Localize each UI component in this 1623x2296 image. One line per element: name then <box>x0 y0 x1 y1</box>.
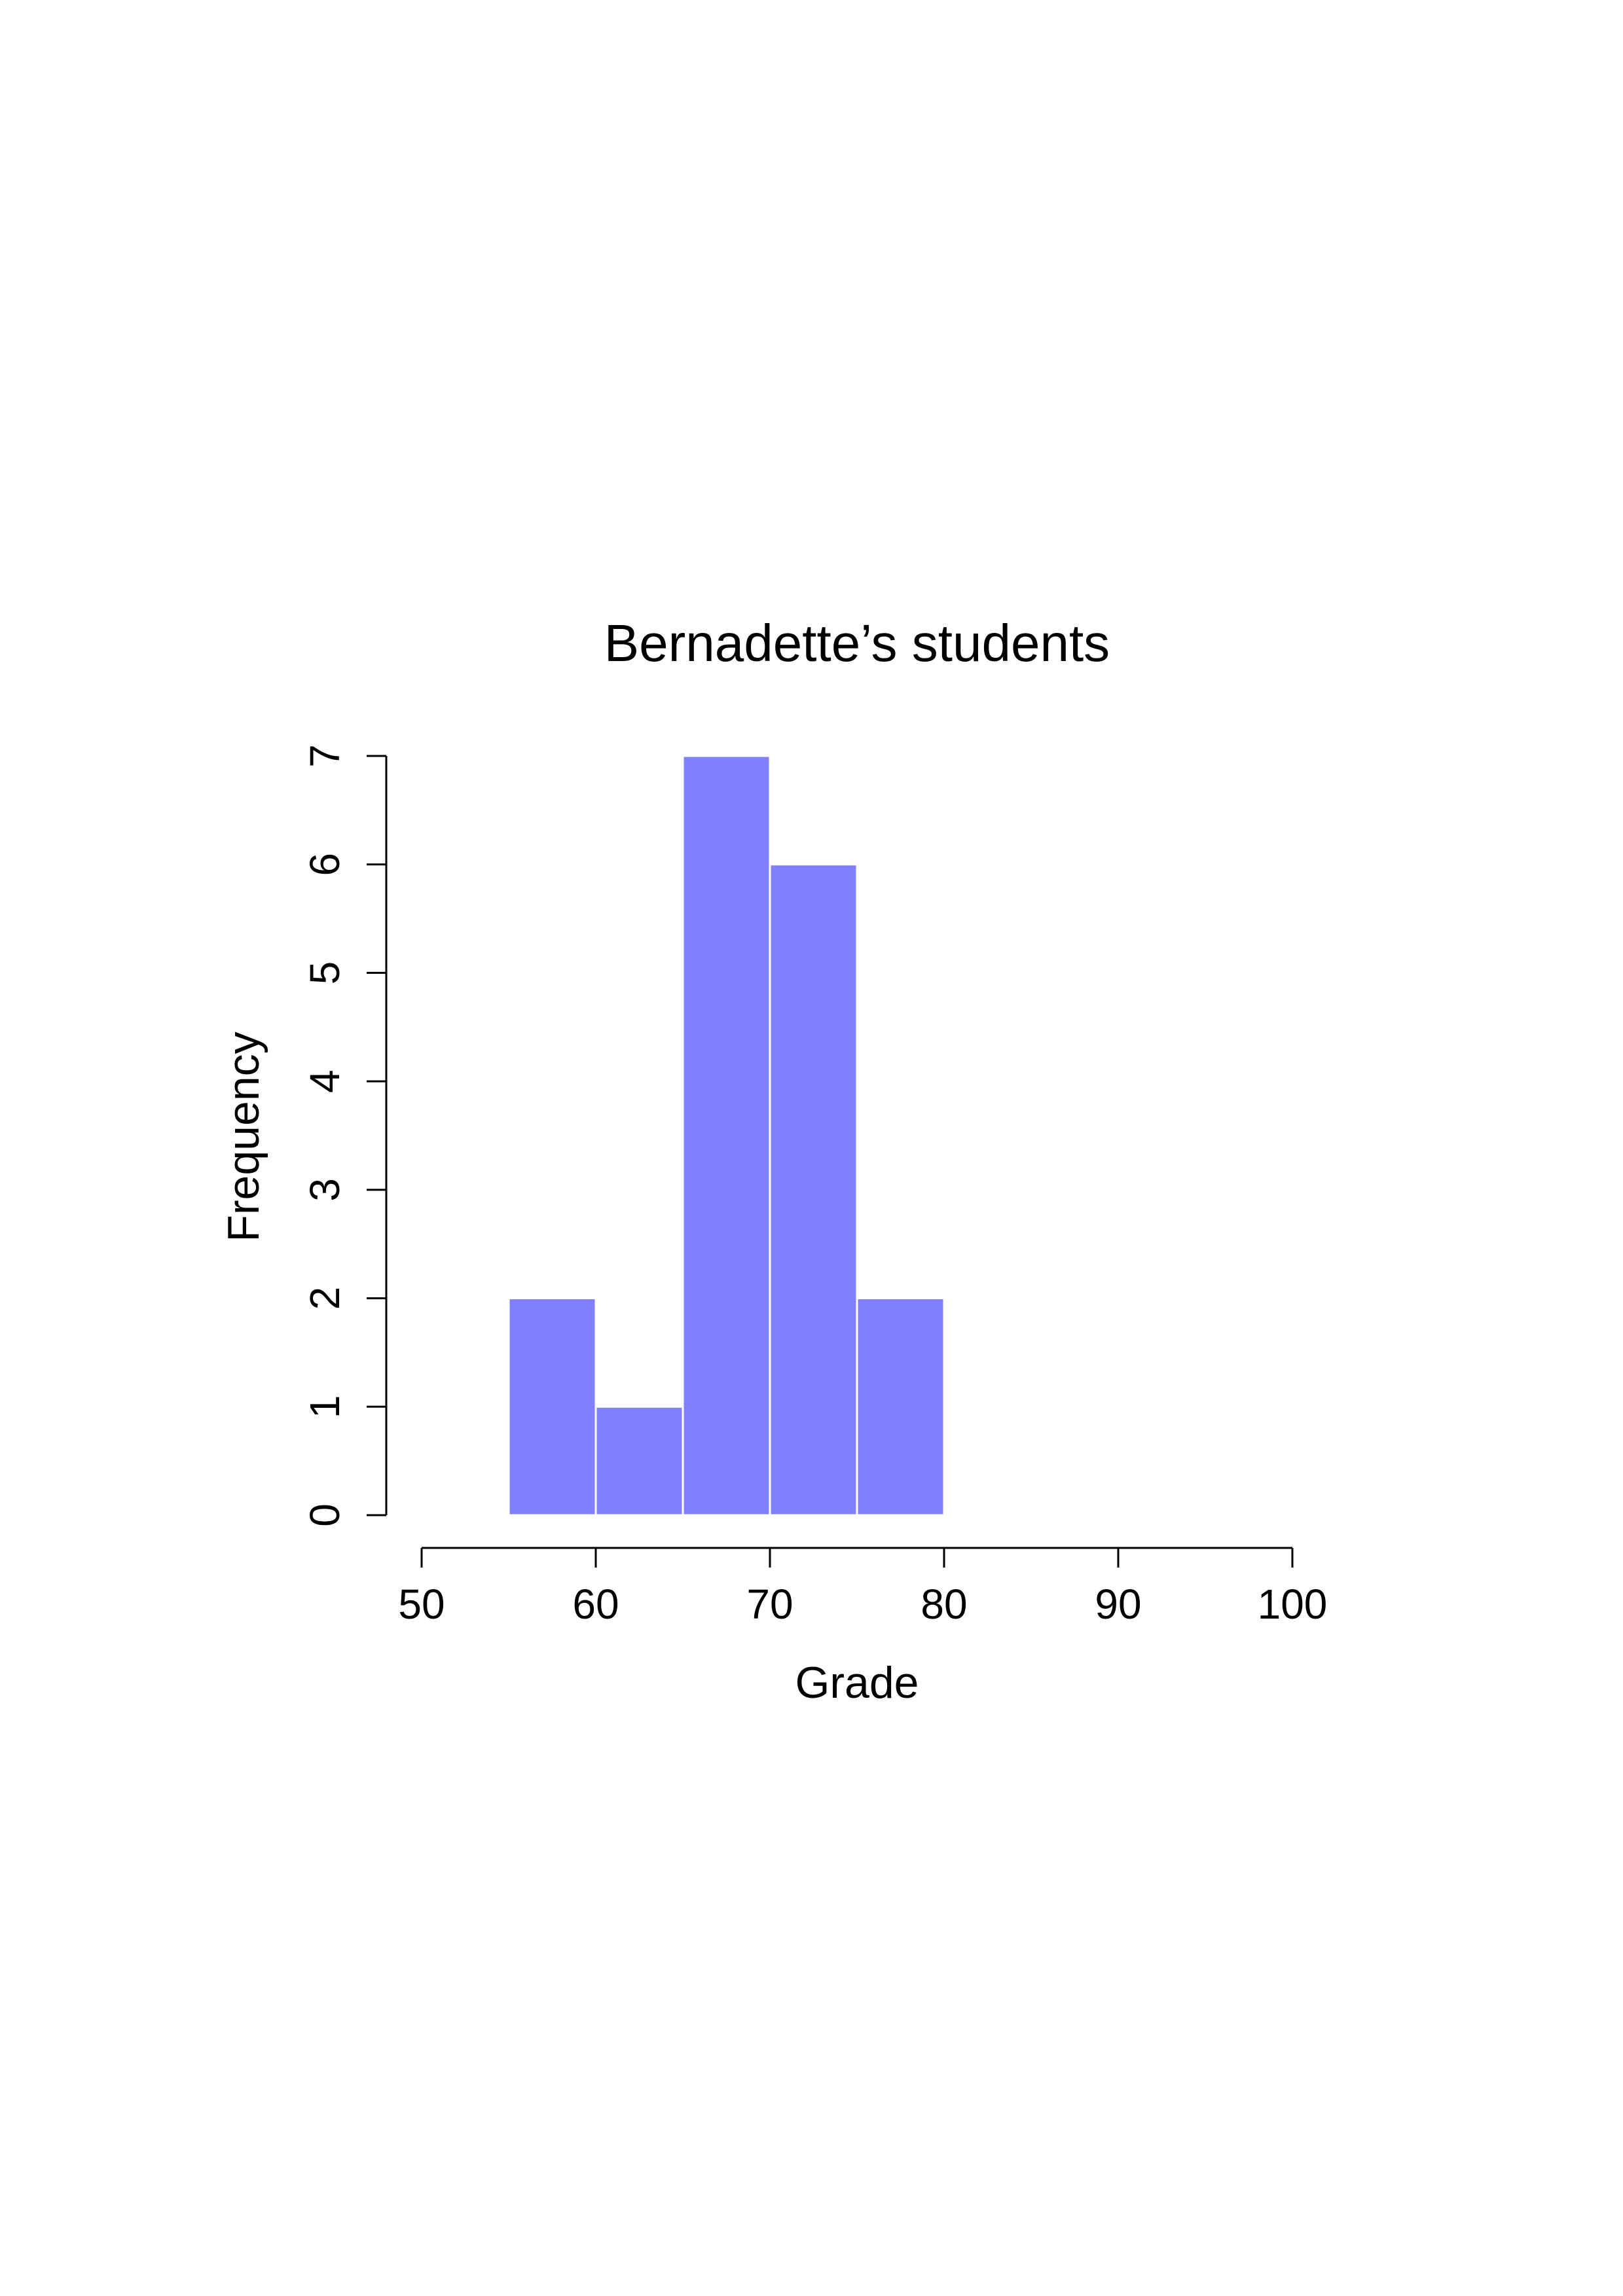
chart-title: Bernadette’s students <box>604 614 1110 672</box>
histogram-bar <box>769 863 858 1516</box>
histogram-bar <box>594 1405 684 1516</box>
bars-group <box>507 755 945 1516</box>
y-axis-title: Frequency <box>219 1031 268 1242</box>
y-tick-label: 6 <box>301 853 348 876</box>
y-tick-label: 7 <box>301 744 348 768</box>
x-tick-label: 90 <box>1095 1581 1141 1628</box>
x-tick-label: 50 <box>398 1581 445 1628</box>
histogram-bar <box>682 755 771 1516</box>
x-axis-ticks: 50 60 70 80 90 100 <box>398 1548 1327 1628</box>
y-tick-label: 3 <box>301 1178 348 1202</box>
histogram-bar <box>856 1297 945 1516</box>
y-axis-ticks: 0 1 2 3 4 5 6 7 <box>301 744 386 1527</box>
x-tick-label: 70 <box>746 1581 793 1628</box>
x-axis-title: Grade <box>795 1658 919 1708</box>
x-tick-label: 100 <box>1258 1581 1328 1628</box>
y-tick-label: 0 <box>301 1503 348 1527</box>
y-tick-label: 1 <box>301 1395 348 1418</box>
y-tick-label: 2 <box>301 1287 348 1310</box>
x-tick-label: 80 <box>921 1581 967 1628</box>
y-tick-label: 5 <box>301 961 348 985</box>
x-tick-label: 60 <box>572 1581 619 1628</box>
histogram-bar <box>507 1297 597 1516</box>
y-tick-label: 4 <box>301 1069 348 1093</box>
